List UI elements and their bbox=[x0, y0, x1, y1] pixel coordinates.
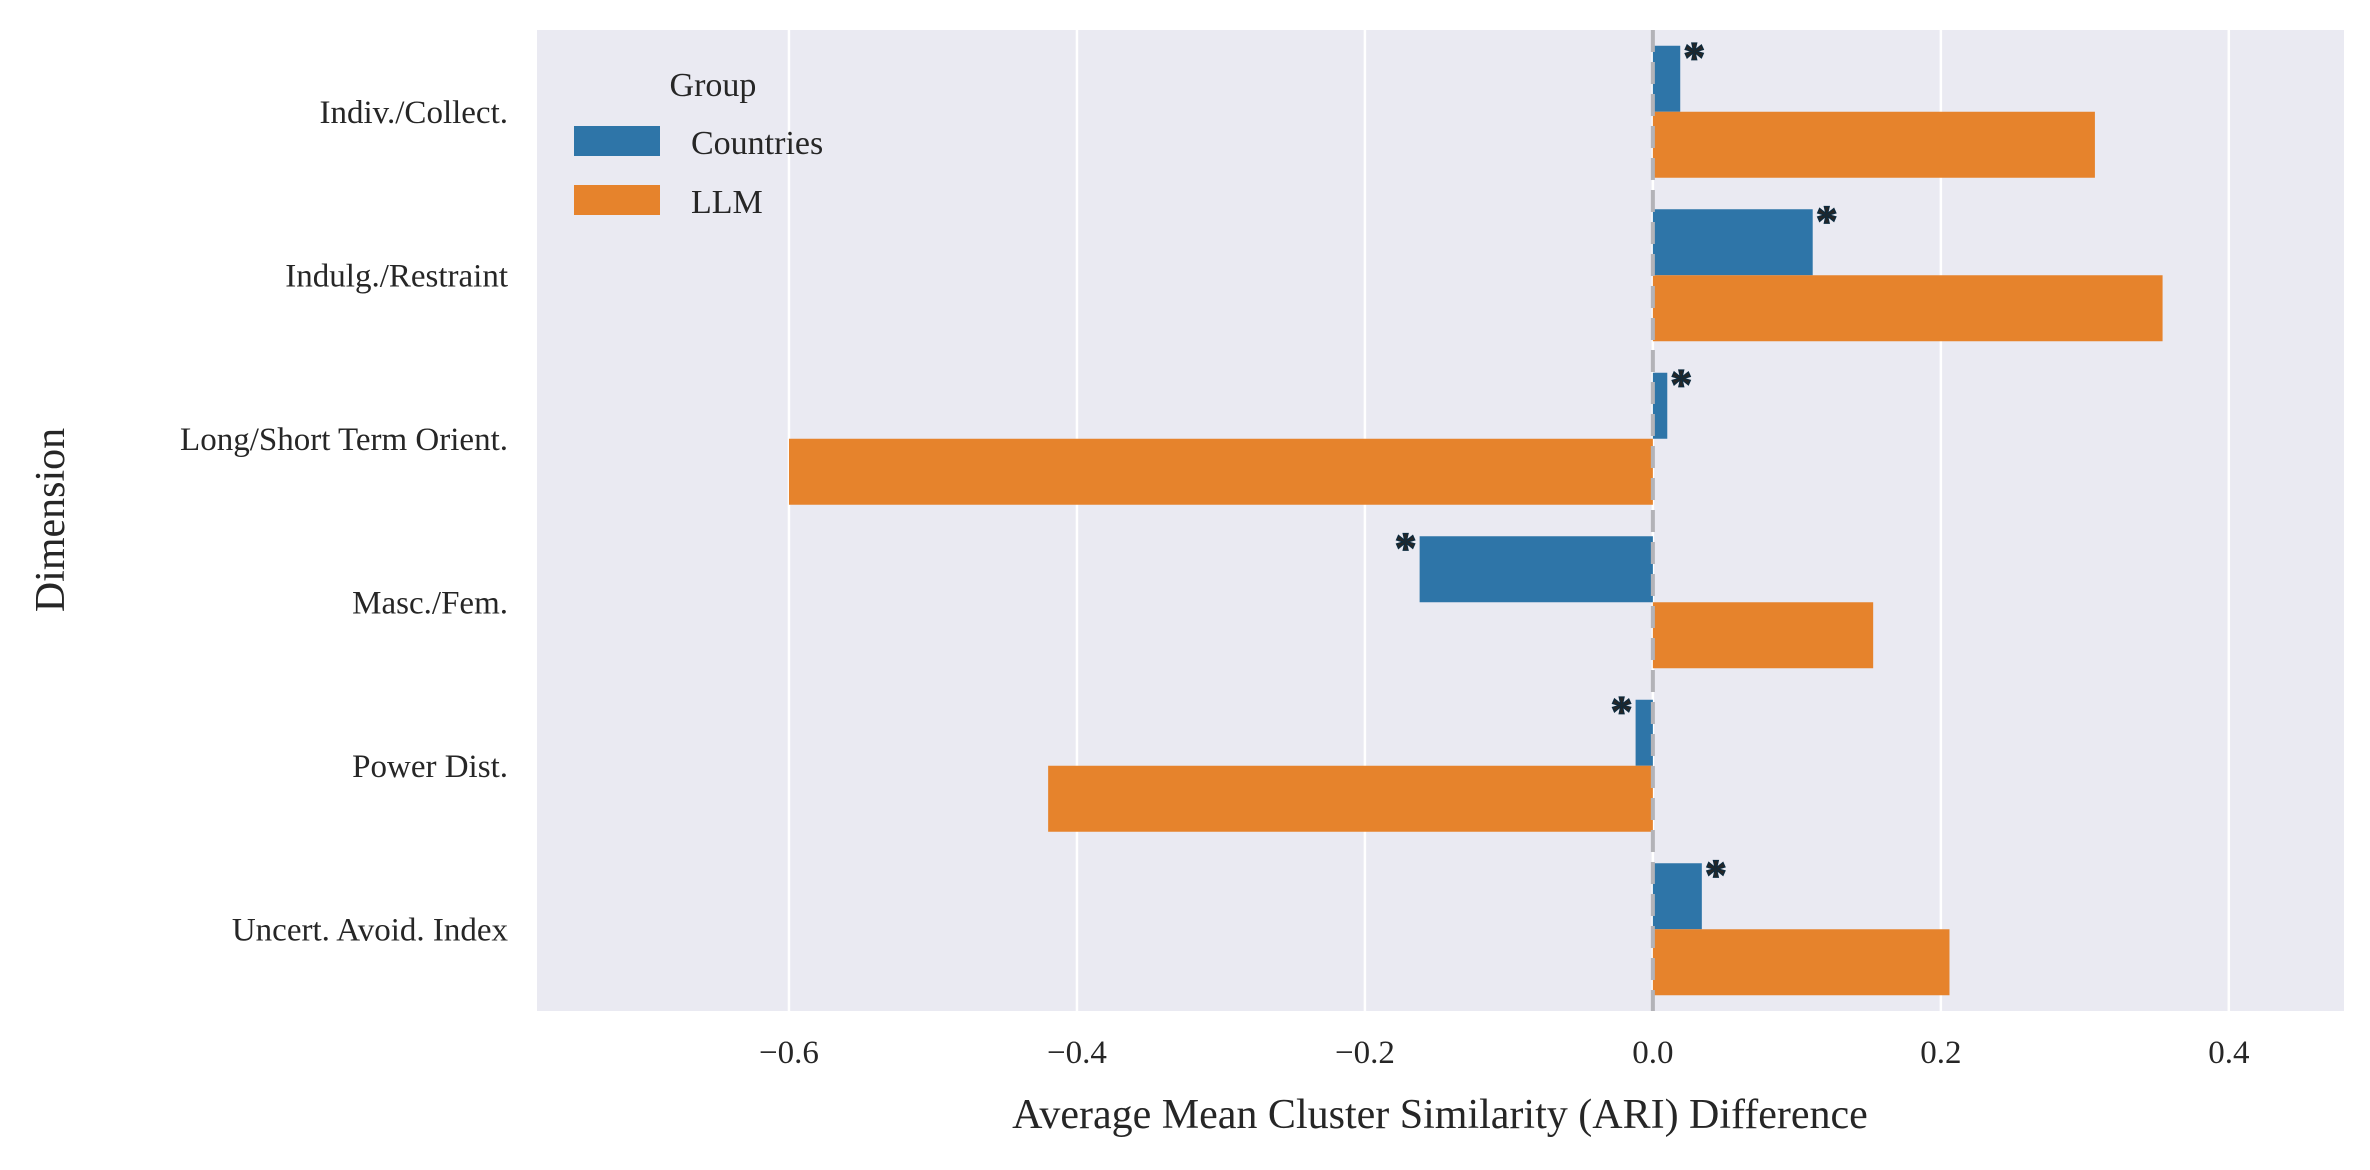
x-tick-label: −0.4 bbox=[1047, 1035, 1107, 1071]
bar-llm-long-short-term-orient bbox=[788, 438, 1653, 505]
y-tick-label: Power Dist. bbox=[352, 749, 508, 785]
legend-label-countries: Countries bbox=[691, 125, 823, 162]
significance-marker: * bbox=[1670, 360, 1692, 409]
y-tick-labels: Indiv./Collect. Indulg./Restraint Long/Sho… bbox=[180, 95, 508, 949]
y-axis-title: Dimension bbox=[28, 428, 74, 612]
significance-marker: * bbox=[1705, 850, 1727, 899]
bar-llm-indiv-collect bbox=[1652, 111, 2095, 178]
bar-countries-indulg-restraint bbox=[1652, 209, 1813, 276]
bar-llm-masc-fem bbox=[1652, 602, 1874, 669]
bar-countries-uncert-avoid-index bbox=[1652, 863, 1702, 930]
significance-markers: * * * * * * bbox=[1394, 32, 1838, 900]
bar-countries-masc-fem bbox=[1419, 536, 1653, 603]
significance-marker: * bbox=[1816, 196, 1838, 245]
bar-countries-power-dist bbox=[1635, 699, 1653, 766]
bar-countries-long-short-term-orient bbox=[1652, 372, 1668, 439]
legend-swatch-llm bbox=[574, 185, 660, 215]
significance-marker: * bbox=[1683, 33, 1705, 82]
y-tick-label: Indiv./Collect. bbox=[320, 95, 509, 131]
bar-llm-power-dist bbox=[1048, 765, 1653, 832]
legend: Group Countries LLM bbox=[574, 67, 823, 221]
x-tick-labels: −0.6 −0.4 −0.2 0.0 0.2 0.4 bbox=[759, 1035, 2249, 1071]
x-axis-title: Average Mean Cluster Similarity (ARI) Di… bbox=[1012, 1092, 1868, 1138]
bars bbox=[788, 45, 2163, 996]
significance-marker: * bbox=[1611, 687, 1633, 736]
x-tick-label: 0.2 bbox=[1920, 1035, 1961, 1071]
legend-swatch-countries bbox=[574, 126, 660, 156]
bar-countries-indiv-collect bbox=[1652, 45, 1681, 112]
legend-title: Group bbox=[670, 67, 757, 104]
x-tick-label: −0.2 bbox=[1335, 1035, 1395, 1071]
bar-llm-uncert-avoid-index bbox=[1652, 929, 1950, 996]
x-tick-label: 0.4 bbox=[2208, 1035, 2249, 1071]
legend-label-llm: LLM bbox=[691, 184, 763, 221]
y-tick-label: Masc./Fem. bbox=[352, 585, 508, 621]
x-tick-label: 0.0 bbox=[1632, 1035, 1673, 1071]
x-tick-label: −0.6 bbox=[759, 1035, 819, 1071]
y-tick-label: Indulg./Restraint bbox=[285, 258, 508, 294]
y-tick-label: Uncert. Avoid. Index bbox=[232, 912, 509, 948]
plot-area bbox=[537, 30, 2344, 1011]
y-tick-label: Long/Short Term Orient. bbox=[180, 422, 508, 458]
bar-llm-indulg-restraint bbox=[1652, 275, 2163, 342]
significance-marker: * bbox=[1395, 523, 1417, 572]
